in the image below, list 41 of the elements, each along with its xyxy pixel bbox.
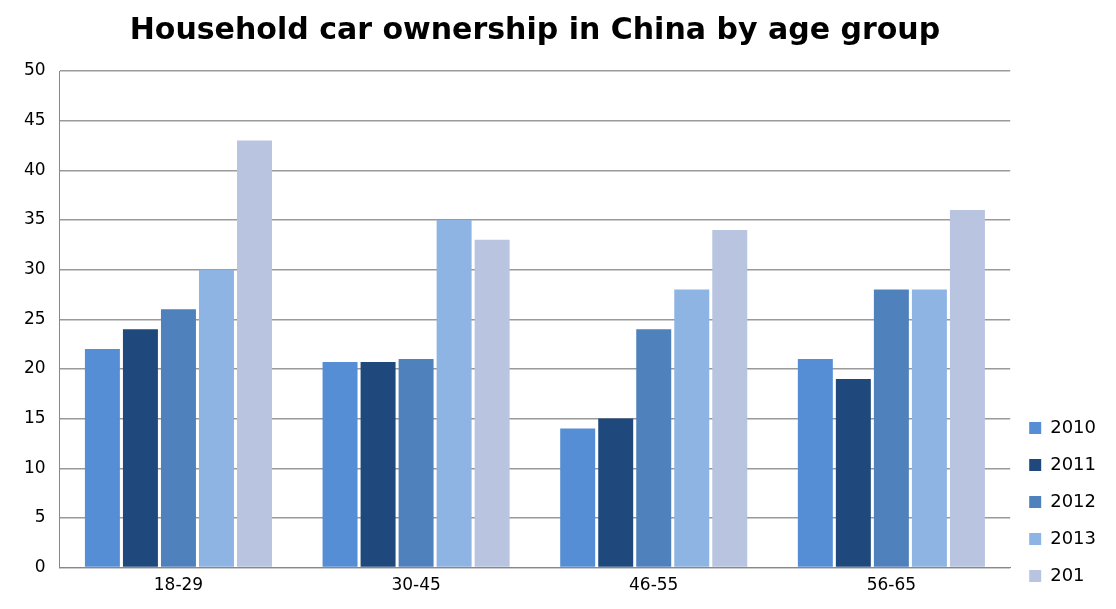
y-tick-label: 5	[34, 506, 46, 527]
bar	[873, 289, 909, 567]
legend-label: 2010	[1050, 415, 1096, 437]
bar	[237, 140, 272, 567]
y-tick-label: 15	[23, 407, 46, 428]
x-tick-label: 46-55	[629, 574, 679, 595]
legend-label: 2012	[1050, 489, 1096, 511]
bar	[474, 239, 510, 567]
y-tick-label: 0	[34, 556, 46, 577]
y-tick-label: 25	[23, 307, 46, 328]
bar	[797, 359, 833, 567]
legend-label: 2011	[1050, 452, 1096, 474]
bar	[636, 329, 672, 567]
legend-label: 201	[1050, 563, 1085, 585]
x-tick-label: 56-65	[866, 574, 917, 595]
bar	[560, 428, 596, 567]
bar	[674, 289, 710, 567]
legend-label: 2013	[1050, 526, 1096, 548]
y-tick-label: 20	[23, 357, 46, 378]
bar	[712, 229, 748, 567]
bar	[322, 362, 358, 567]
bar	[398, 359, 434, 567]
y-tick-label: 30	[23, 258, 46, 279]
bar	[911, 289, 947, 567]
bar	[436, 219, 472, 567]
x-tick-label: 30-45	[391, 574, 441, 595]
y-tick-label: 50	[23, 59, 46, 80]
bar	[598, 418, 634, 567]
bar	[198, 269, 234, 567]
bar	[122, 329, 158, 567]
bar	[360, 362, 396, 567]
y-tick-label: 40	[23, 158, 46, 179]
y-tick-label: 45	[23, 109, 46, 130]
chart-title: Household car ownership in China by age group	[129, 10, 941, 46]
y-tick-label: 35	[23, 208, 46, 229]
y-tick-label: 10	[23, 456, 46, 477]
bar	[160, 309, 196, 567]
x-tick-label: 18-29	[153, 574, 204, 595]
bar	[835, 378, 871, 567]
bar	[949, 210, 985, 567]
bar	[84, 349, 120, 567]
